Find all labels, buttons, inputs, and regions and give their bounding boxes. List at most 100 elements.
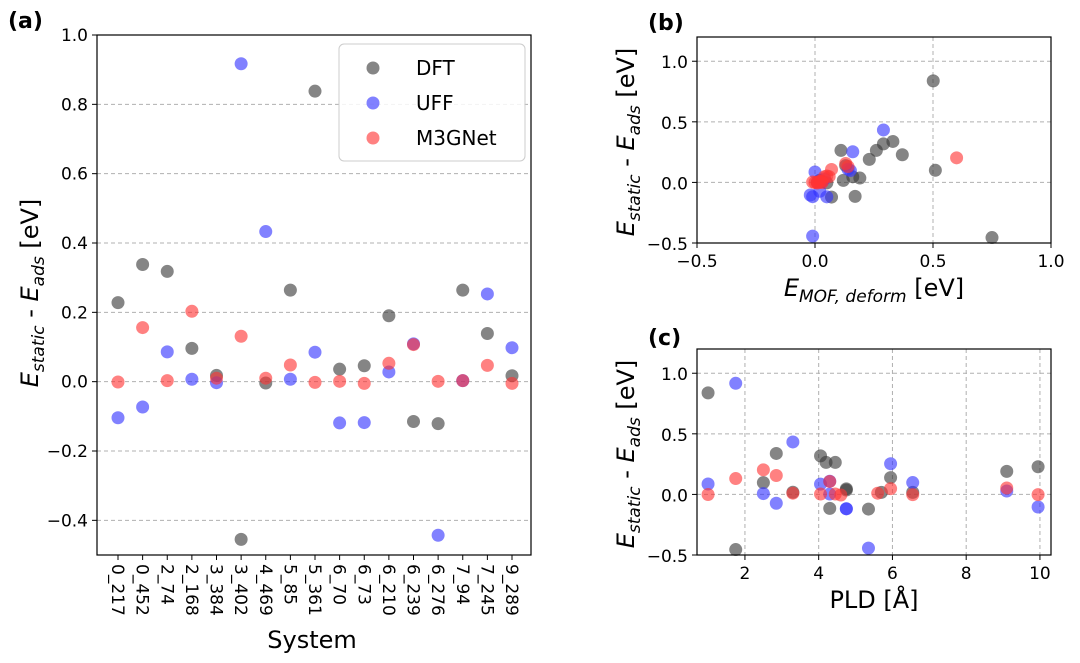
x-axis-label: PLD [Å] xyxy=(829,585,918,614)
point-dft xyxy=(160,264,174,278)
panel-label: (a) xyxy=(8,9,43,34)
y-tick-label: 0.2 xyxy=(61,303,88,323)
point-uff xyxy=(846,145,860,159)
panel-a: −0.4 −0.2 0.0 0.2 0.4 0.6 0.8 1.0 0_217 0_452 2_74… xyxy=(8,9,532,654)
x-axis-label: System xyxy=(267,626,357,654)
legend-marker-m3gnet xyxy=(366,131,380,145)
point-dft xyxy=(1000,464,1014,478)
panel-b: −0.5 0.0 0.5 1.0 −0.5 0.0 0.5 1.0 EMOF, deform [… xyxy=(612,11,1065,307)
point-dft xyxy=(234,532,248,546)
x-tick-label: 0.0 xyxy=(801,252,828,272)
point-m3gnet xyxy=(950,151,964,165)
point-uff xyxy=(1031,500,1045,514)
point-m3gnet xyxy=(1031,488,1045,502)
x-tick-label: 6_239 xyxy=(403,564,423,616)
y-axis-label: Estatic - Eads [eV] xyxy=(16,199,49,388)
x-tick-label: 3_402 xyxy=(230,564,250,616)
x-tick-label: −0.5 xyxy=(676,252,717,272)
point-uff xyxy=(185,372,199,386)
axes-frame xyxy=(696,36,1052,244)
point-uff xyxy=(729,376,743,390)
x-tick-label: 8 xyxy=(961,564,972,584)
point-dft xyxy=(407,415,420,429)
x-tick-label: 5_85 xyxy=(279,564,299,605)
point-m3gnet xyxy=(701,488,715,502)
point-dft xyxy=(848,189,862,203)
y-tick-label: 0.6 xyxy=(61,165,88,185)
legend-marker-dft xyxy=(366,61,380,75)
point-dft xyxy=(333,362,347,376)
y-tick-label: 0.8 xyxy=(61,95,88,115)
axes-frame xyxy=(96,34,532,556)
x-tick-label: 4_469 xyxy=(255,564,275,616)
point-uff xyxy=(701,477,715,491)
point-dft xyxy=(836,173,850,187)
y-tick-label: 1.0 xyxy=(661,53,688,73)
x-tick-label: 1.0 xyxy=(1037,252,1064,272)
point-dft xyxy=(185,341,199,355)
x-tick-label: 2 xyxy=(740,564,751,584)
y-tick-label: 0.4 xyxy=(61,234,88,254)
point-dft xyxy=(382,309,396,323)
point-m3gnet xyxy=(814,487,828,501)
legend-label-dft: DFT xyxy=(416,56,456,80)
point-m3gnet xyxy=(786,486,800,500)
panel-label: (c) xyxy=(648,326,681,351)
point-m3gnet xyxy=(308,375,322,389)
point-m3gnet xyxy=(756,463,770,477)
point-m3gnet xyxy=(505,376,519,390)
point-m3gnet xyxy=(456,374,470,388)
y-tick-label: −0.2 xyxy=(47,442,88,462)
point-dft xyxy=(819,455,833,469)
point-dft xyxy=(756,476,770,490)
point-uff xyxy=(839,502,853,516)
point-uff xyxy=(756,487,770,501)
x-tick-label: 2_168 xyxy=(181,564,201,616)
y-tick-label: 0.0 xyxy=(661,174,688,194)
x-tick-label: 3_384 xyxy=(206,564,226,616)
point-dft xyxy=(729,543,743,557)
point-uff xyxy=(111,411,125,425)
point-dft xyxy=(283,283,297,297)
point-m3gnet xyxy=(210,371,223,385)
x-tick-label: 2_74 xyxy=(156,564,176,605)
panel-c: −0.5 0.0 0.5 1.0 2 4 6 8 10 PLD [Å] Estatic - Eads… xyxy=(612,326,1052,614)
x-axis-label: EMOF, deform [eV] xyxy=(784,274,964,307)
x-tick-label: 6_210 xyxy=(378,564,398,616)
x-tick-label: 7_94 xyxy=(452,564,472,605)
point-dft xyxy=(895,148,909,162)
x-tick-label: 5_361 xyxy=(304,564,324,616)
point-m3gnet xyxy=(431,374,445,388)
point-uff xyxy=(806,229,820,243)
point-m3gnet xyxy=(834,488,848,502)
x-tick-label: 7_245 xyxy=(476,564,496,616)
point-m3gnet xyxy=(357,376,371,390)
y-tick-label: −0.5 xyxy=(647,235,688,255)
point-dft xyxy=(456,283,470,297)
y-axis-label: Estatic - Eads [eV] xyxy=(612,48,645,237)
point-m3gnet xyxy=(382,356,396,370)
point-dft xyxy=(431,417,445,431)
point-m3gnet xyxy=(111,375,125,389)
point-m3gnet xyxy=(333,374,347,388)
point-uff xyxy=(259,225,273,239)
y-tick-label: 1.0 xyxy=(61,26,88,46)
point-dft xyxy=(985,231,999,245)
x-tick-label: 10 xyxy=(1029,564,1051,584)
point-dft xyxy=(1031,460,1045,474)
point-m3gnet xyxy=(160,374,174,388)
x-tick-label: 6 xyxy=(887,564,898,584)
x-tick-label: 0_217 xyxy=(107,564,127,616)
legend: DFT UFF M3GNet xyxy=(338,43,526,162)
y-tick-label: 0.0 xyxy=(661,486,688,506)
legend-label-uff: UFF xyxy=(416,91,454,115)
point-dft xyxy=(828,455,842,469)
point-uff xyxy=(480,287,494,301)
y-tick-label: −0.4 xyxy=(47,511,88,531)
x-tick-label: 0_452 xyxy=(132,564,152,616)
point-m3gnet xyxy=(841,160,855,174)
point-uff xyxy=(861,541,875,555)
point-uff xyxy=(906,476,920,490)
y-tick-label: −0.5 xyxy=(647,547,688,567)
x-tick-label: 4 xyxy=(813,564,824,584)
